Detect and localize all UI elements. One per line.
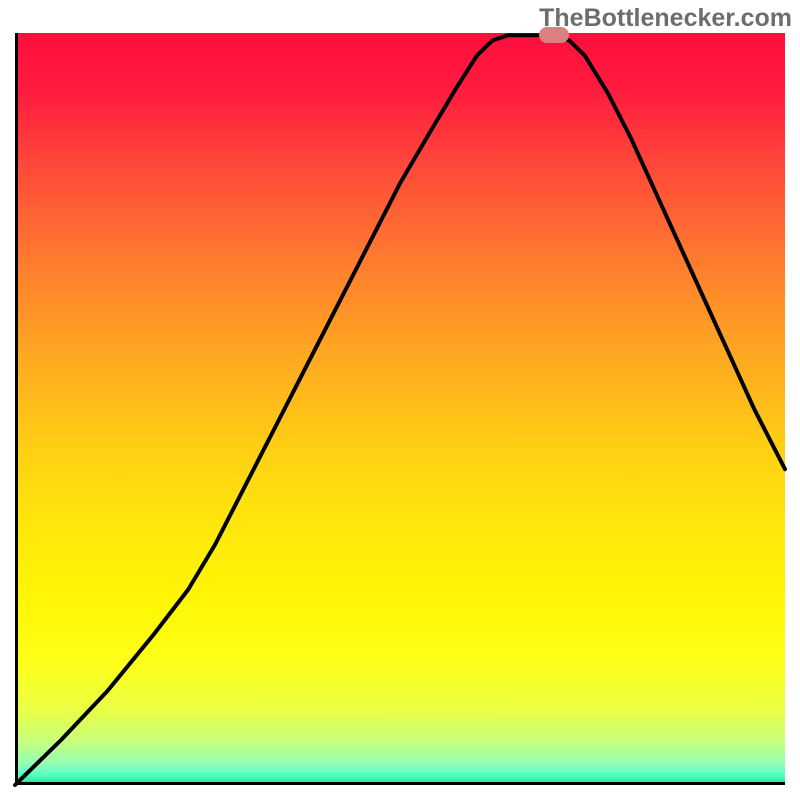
chart-container: { "watermark": { "text": "TheBottlenecke… <box>0 0 800 800</box>
y-axis-line <box>15 33 18 785</box>
bottleneck-curve <box>15 33 785 785</box>
chart-area <box>15 33 785 785</box>
curve-path <box>15 35 785 785</box>
watermark-text: TheBottlenecker.com <box>539 4 792 33</box>
optimum-marker <box>539 27 569 43</box>
x-axis-line <box>15 782 785 785</box>
